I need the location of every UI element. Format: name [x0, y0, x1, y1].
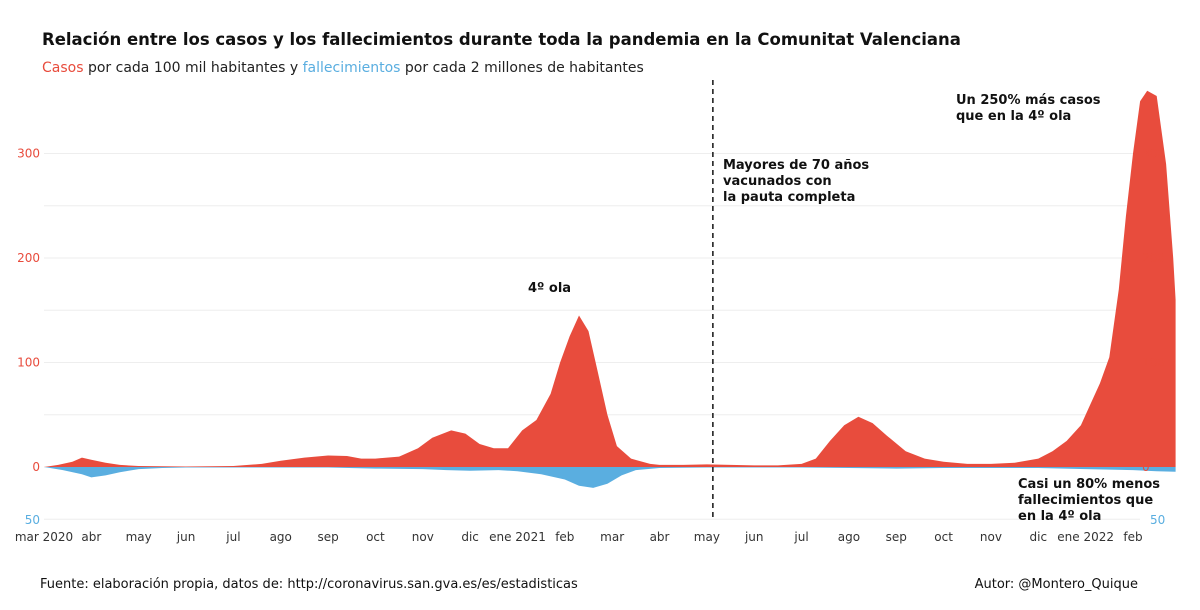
subtitle-text-end: por cada 2 millones de habitantes — [400, 60, 644, 76]
annotation-line: en la 4º ola — [1018, 509, 1101, 524]
x-tick-label: mar 2020 — [15, 530, 73, 544]
x-tick-label: oct — [934, 530, 953, 544]
x-tick-label: abr — [81, 530, 101, 544]
x-tick-label: nov — [980, 530, 1002, 544]
x-tick-label: feb — [1123, 530, 1142, 544]
deaths-area — [44, 467, 1176, 488]
x-tick-label: may — [694, 530, 720, 544]
subtitle-deaths-label: fallecimientos — [302, 60, 401, 76]
x-tick-label: ene 2021 — [489, 530, 546, 544]
annotation-line: vacunados con — [723, 174, 832, 189]
annotation-line: Casi un 80% menos — [1018, 477, 1160, 492]
subtitle-cases-label: Casos — [42, 60, 84, 76]
x-tick-label: ago — [838, 530, 860, 544]
x-tick-label: nov — [412, 530, 434, 544]
author-note: Autor: @Montero_Quique — [974, 577, 1138, 592]
x-tick-label: oct — [366, 530, 385, 544]
x-tick-label: abr — [650, 530, 670, 544]
x-tick-label: jun — [176, 530, 196, 544]
annotation-line: Mayores de 70 años — [723, 158, 869, 173]
y-tick-label-left: 200 — [17, 251, 40, 265]
y-tick-label-left: 0 — [32, 460, 40, 474]
chart-subtitle: Casos por cada 100 mil habitantes y fall… — [42, 60, 644, 76]
x-tick-label: may — [126, 530, 152, 544]
source-note: Fuente: elaboración propia, datos de: ht… — [40, 577, 578, 592]
x-tick-label: mar — [600, 530, 624, 544]
y-tick-label-right: 100 — [1142, 356, 1165, 370]
y-tick-label-left: 100 — [17, 356, 40, 370]
x-tick-label: jun — [744, 530, 764, 544]
chart-title: Relación entre los casos y los fallecimi… — [42, 30, 961, 49]
x-tick-label: ene 2022 — [1057, 530, 1114, 544]
y-tick-label-right: 300 — [1142, 147, 1165, 161]
x-tick-label: sep — [886, 530, 907, 544]
y-tick-deaths-right: 50 — [1150, 513, 1165, 527]
x-tick-label: jul — [793, 530, 808, 544]
annotation-line: la pauta completa — [723, 190, 855, 205]
cases-area — [44, 90, 1176, 468]
y-tick-label-right: 0 — [1142, 460, 1150, 474]
x-tick-label: sep — [317, 530, 338, 544]
y-tick-label-left: 300 — [17, 147, 40, 161]
x-tick-label: dic — [461, 530, 479, 544]
annotation-line: 4º ola — [528, 281, 571, 296]
x-tick-label: ago — [270, 530, 292, 544]
annotation-line: Un 250% más casos — [956, 93, 1101, 108]
y-tick-label-right: 200 — [1142, 251, 1165, 265]
subtitle-text-mid: por cada 100 mil habitantes y — [83, 60, 303, 76]
x-tick-label: feb — [555, 530, 574, 544]
y-tick-deaths-left: 50 — [25, 513, 40, 527]
annotation-line: fallecimientos que — [1018, 493, 1153, 508]
x-tick-label: jul — [225, 530, 240, 544]
annotation-line: que en la 4º ola — [956, 109, 1071, 124]
x-tick-label: dic — [1030, 530, 1048, 544]
